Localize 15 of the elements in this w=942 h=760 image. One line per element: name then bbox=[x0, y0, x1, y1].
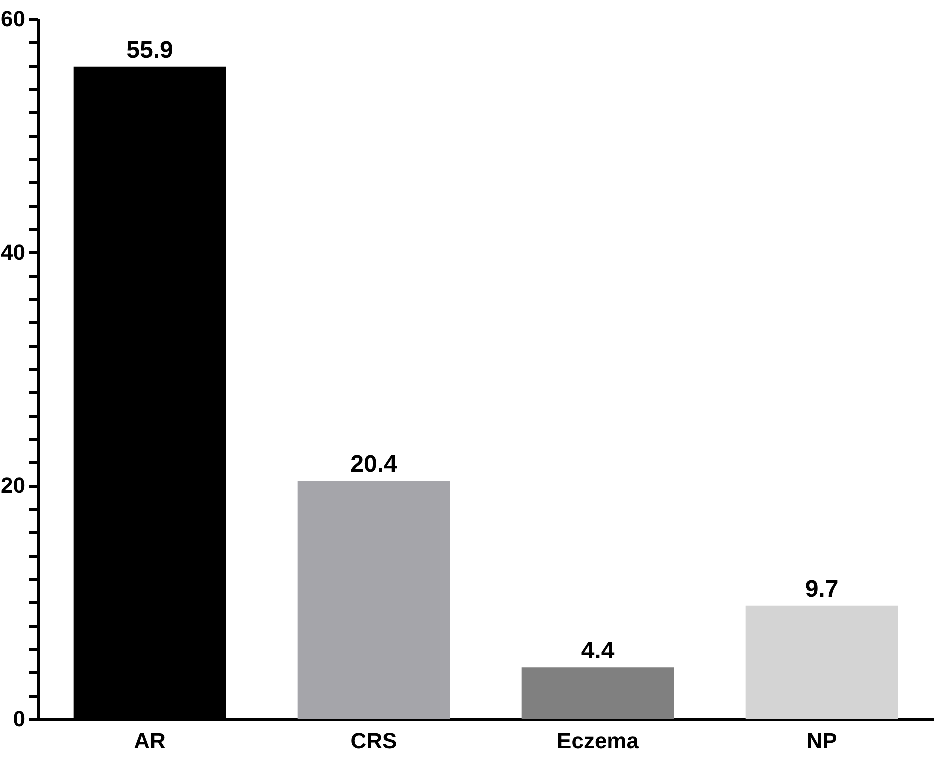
y-tick-label: 20 bbox=[1, 473, 26, 498]
data-label: 20.4 bbox=[350, 451, 398, 478]
x-tick-label: AR bbox=[134, 728, 166, 754]
bar bbox=[298, 481, 450, 719]
data-label: 4.4 bbox=[581, 638, 616, 665]
x-tick-label: CRS bbox=[350, 728, 398, 754]
bar bbox=[746, 606, 898, 719]
y-tick-label: 60 bbox=[1, 6, 26, 32]
data-label: 9.7 bbox=[805, 576, 839, 603]
y-tick-label: 0 bbox=[13, 706, 26, 732]
x-tick-label: Eczema bbox=[557, 728, 640, 754]
x-tick-label: NP bbox=[806, 728, 838, 754]
data-label: 55.9 bbox=[126, 36, 174, 64]
y-tick-label: 40 bbox=[1, 240, 26, 265]
bar bbox=[522, 668, 674, 719]
